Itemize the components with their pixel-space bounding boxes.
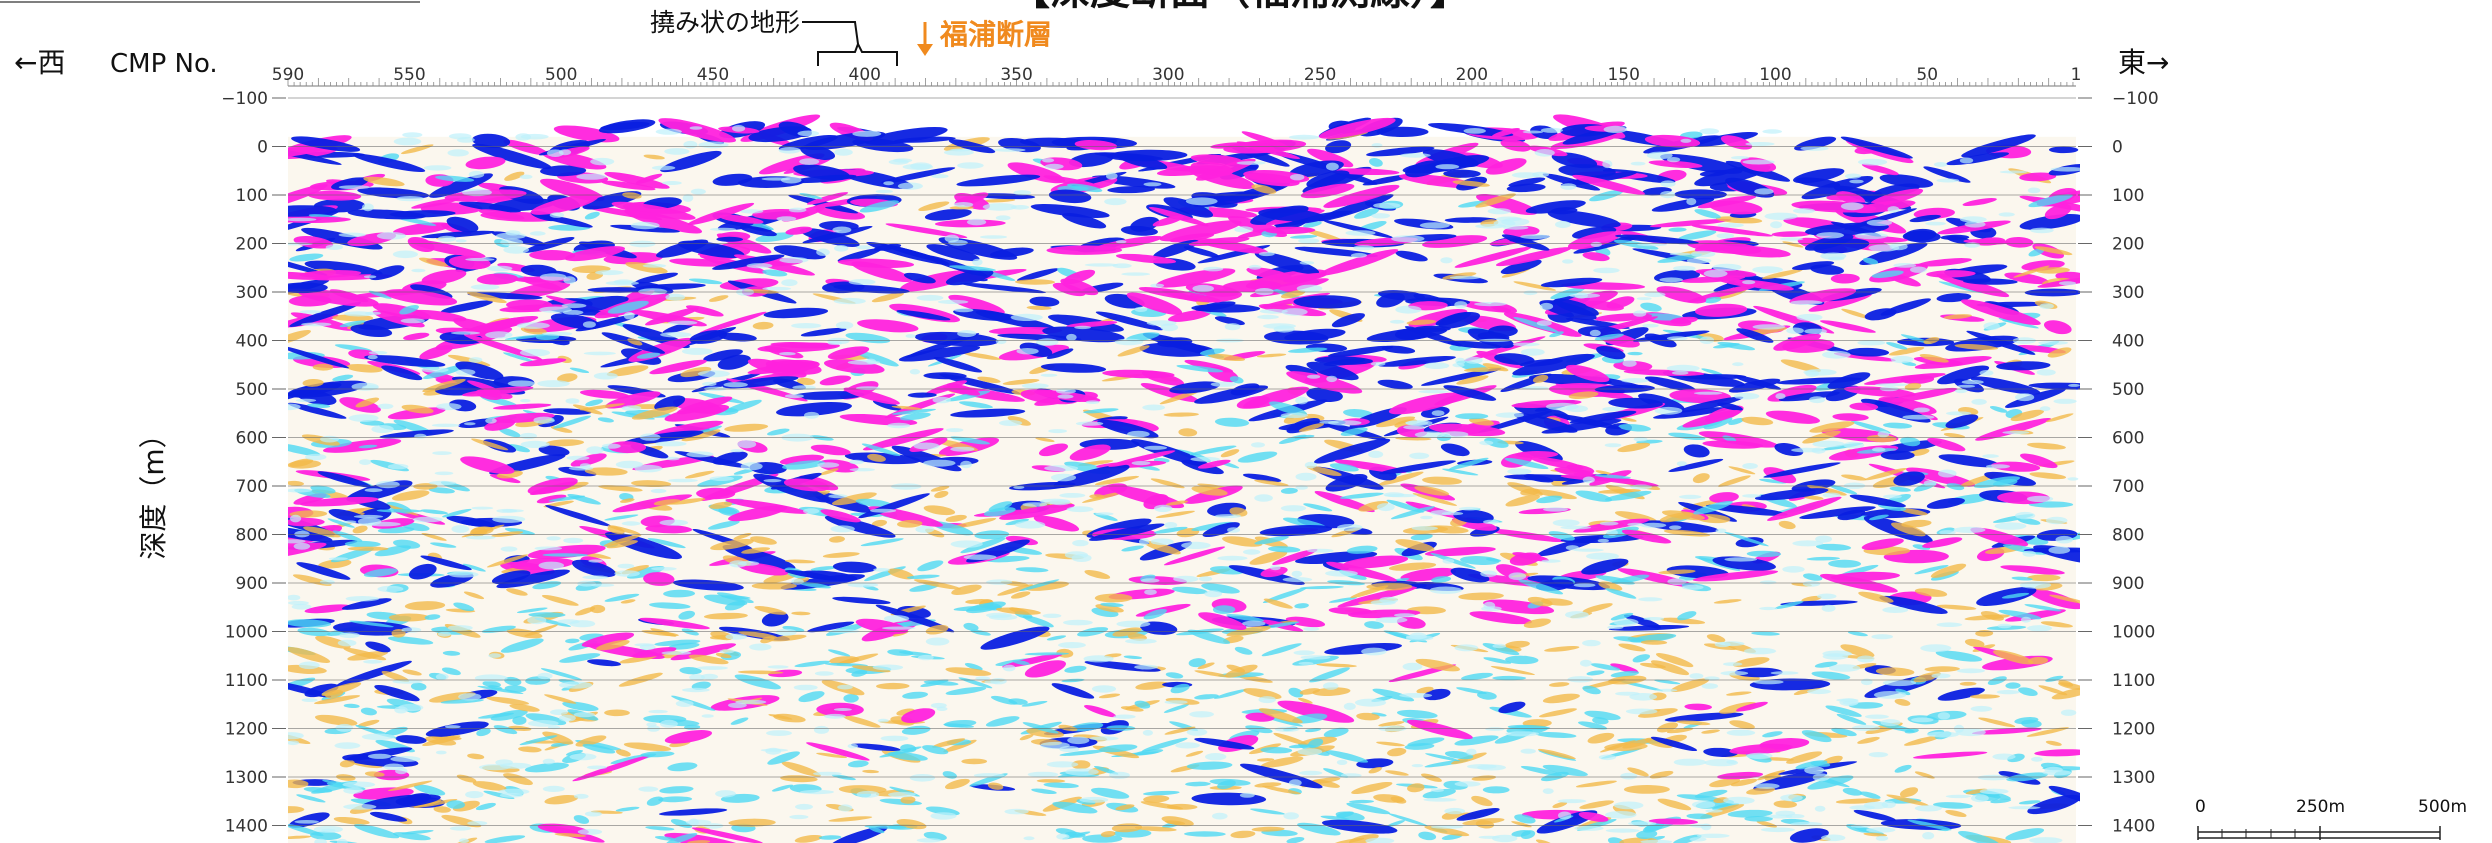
depth-tick-left: 400: [236, 332, 268, 352]
cmp-tick-label: 1: [2071, 65, 2082, 85]
depth-tick-right: 700: [2112, 477, 2144, 497]
depth-tick-left: 500: [236, 380, 268, 400]
depth-axis-left: −100 0 100 200 300 400 500 600 700 800 900 1000 1100…: [221, 89, 286, 837]
depth-axis-label: 深度（m）: [137, 420, 170, 559]
seismic-section: [288, 114, 2080, 843]
cmp-tick-label: 500: [545, 65, 577, 85]
fault-annotation: 福浦断層: [939, 18, 1052, 51]
depth-tick-right: 1100: [2112, 671, 2155, 691]
scale-label-0: 0: [2195, 797, 2206, 817]
cmp-tick-label: 590: [272, 65, 304, 85]
cmp-tick-label: 150: [1607, 65, 1639, 85]
depth-tick-right: 600: [2112, 429, 2144, 449]
depth-tick-left: 700: [236, 477, 268, 497]
depth-tick-left: 600: [236, 429, 268, 449]
depth-tick-right: 1000: [2112, 623, 2155, 643]
cmp-axis: 590 550 500 450 400 350 300 250 200 150 100 50 1: [272, 65, 2082, 87]
depth-tick-left: 1200: [225, 720, 268, 740]
depth-gridlines: [288, 97, 2076, 826]
cmp-tick-label: 400: [849, 65, 881, 85]
scale-label-250: 250m: [2296, 797, 2345, 817]
depth-tick-left: 300: [236, 283, 268, 303]
cmp-label: CMP No.: [110, 49, 218, 79]
depth-tick-left: 800: [236, 526, 268, 546]
cmp-tick-label: 450: [697, 65, 729, 85]
depth-tick-right: 100: [2112, 186, 2144, 206]
cmp-tick-label: 350: [1000, 65, 1032, 85]
section-title: 【深度断面（福浦測線）】: [1010, 0, 1470, 14]
depth-tick-left: −100: [221, 89, 268, 109]
depth-tick-right: 500: [2112, 380, 2144, 400]
depth-axis-right: −100 0 100 200 300 400 500 600 700 800 900 1000 1100…: [2078, 89, 2159, 837]
depth-tick-right: 0: [2112, 138, 2123, 158]
depth-tick-right: 1400: [2112, 817, 2155, 837]
cmp-tick-label: 200: [1456, 65, 1488, 85]
depth-tick-right: 900: [2112, 574, 2144, 594]
depth-tick-left: 1000: [225, 623, 268, 643]
depth-tick-left: 1100: [225, 671, 268, 691]
flexure-bracket: [802, 21, 898, 66]
fault-arrow-icon: [917, 22, 933, 56]
depth-tick-right: −100: [2112, 89, 2159, 109]
west-label: ←西: [14, 46, 65, 79]
depth-tick-right: 800: [2112, 526, 2144, 546]
scale-bar: 0 250m 500m: [2195, 797, 2467, 840]
depth-tick-left: 900: [236, 574, 268, 594]
depth-tick-right: 300: [2112, 283, 2144, 303]
depth-tick-right: 200: [2112, 235, 2144, 255]
depth-tick-right: 1300: [2112, 768, 2155, 788]
depth-tick-left: 1300: [225, 768, 268, 788]
depth-tick-right: 400: [2112, 332, 2144, 352]
cmp-tick-label: 50: [1916, 65, 1938, 85]
cmp-tick-label: 300: [1152, 65, 1184, 85]
cmp-tick-label: 100: [1759, 65, 1791, 85]
east-label: 東→: [2118, 46, 2169, 79]
depth-tick-left: 100: [236, 186, 268, 206]
depth-tick-left: 0: [257, 138, 268, 158]
depth-tick-left: 200: [236, 235, 268, 255]
cmp-tick-label: 250: [1304, 65, 1336, 85]
depth-tick-left: 1400: [225, 817, 268, 837]
cmp-tick-label: 550: [393, 65, 425, 85]
scale-label-500: 500m: [2418, 797, 2467, 817]
flexure-annotation: 撓み状の地形: [650, 8, 800, 37]
depth-tick-right: 1200: [2112, 720, 2155, 740]
